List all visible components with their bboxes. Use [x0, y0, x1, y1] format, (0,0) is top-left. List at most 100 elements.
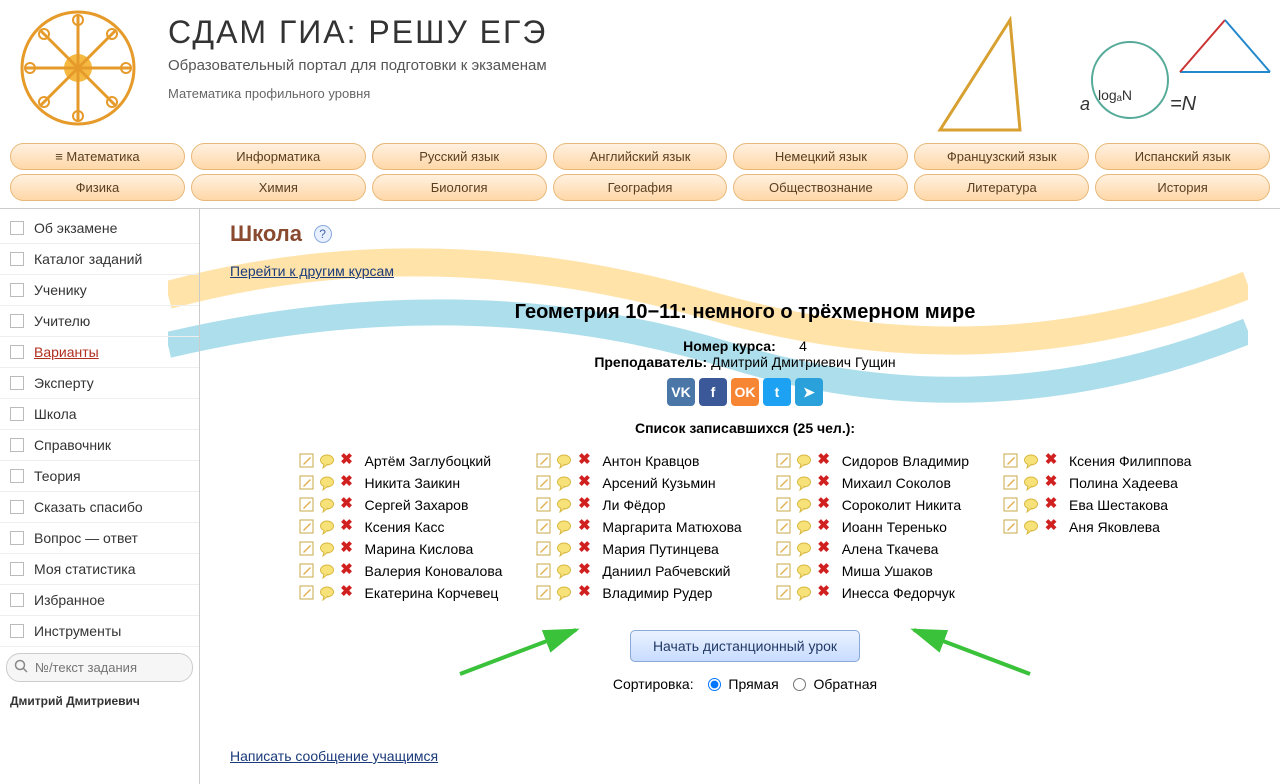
social-t[interactable]: t [763, 378, 791, 406]
delete-icon[interactable]: ✖ [576, 585, 592, 601]
chat-icon[interactable] [796, 475, 812, 491]
chat-icon[interactable] [796, 563, 812, 579]
sidebar-item-6[interactable]: Школа [0, 399, 199, 430]
sidebar-item-2[interactable]: Ученику [0, 275, 199, 306]
edit-icon[interactable] [776, 585, 792, 601]
delete-icon[interactable]: ✖ [816, 585, 832, 601]
delete-icon[interactable]: ✖ [816, 563, 832, 579]
edit-icon[interactable] [536, 519, 552, 535]
delete-icon[interactable]: ✖ [576, 475, 592, 491]
chat-icon[interactable] [796, 541, 812, 557]
delete-icon[interactable]: ✖ [576, 453, 592, 469]
chat-icon[interactable] [319, 563, 335, 579]
chat-icon[interactable] [556, 519, 572, 535]
chat-icon[interactable] [1023, 453, 1039, 469]
chat-icon[interactable] [1023, 475, 1039, 491]
other-courses-link[interactable]: Перейти к другим курсам [230, 263, 394, 279]
delete-icon[interactable]: ✖ [1043, 453, 1059, 469]
edit-icon[interactable] [536, 541, 552, 557]
chat-icon[interactable] [556, 497, 572, 513]
sort-direct-radio[interactable] [708, 678, 721, 691]
chat-icon[interactable] [1023, 497, 1039, 513]
delete-icon[interactable]: ✖ [576, 563, 592, 579]
sidebar-item-0[interactable]: Об экзамене [0, 213, 199, 244]
delete-icon[interactable]: ✖ [339, 453, 355, 469]
chat-icon[interactable] [319, 585, 335, 601]
edit-icon[interactable] [776, 541, 792, 557]
nav-английскийязык[interactable]: Английский язык [553, 143, 728, 170]
chat-icon[interactable] [556, 475, 572, 491]
delete-icon[interactable]: ✖ [1043, 519, 1059, 535]
chat-icon[interactable] [1023, 519, 1039, 535]
edit-icon[interactable] [1003, 453, 1019, 469]
nav-история[interactable]: История [1095, 174, 1270, 201]
sidebar-item-12[interactable]: Избранное [0, 585, 199, 616]
chat-icon[interactable] [796, 585, 812, 601]
delete-icon[interactable]: ✖ [576, 541, 592, 557]
nav-французскийязык[interactable]: Французский язык [914, 143, 1089, 170]
nav-немецкийязык[interactable]: Немецкий язык [733, 143, 908, 170]
edit-icon[interactable] [776, 497, 792, 513]
edit-icon[interactable] [776, 453, 792, 469]
nav-физика[interactable]: Физика [10, 174, 185, 201]
chat-icon[interactable] [319, 497, 335, 513]
edit-icon[interactable] [536, 563, 552, 579]
sidebar-item-10[interactable]: Вопрос — ответ [0, 523, 199, 554]
delete-icon[interactable]: ✖ [1043, 475, 1059, 491]
nav-информатика[interactable]: Информатика [191, 143, 366, 170]
edit-icon[interactable] [776, 519, 792, 535]
sidebar-item-7[interactable]: Справочник [0, 430, 199, 461]
edit-icon[interactable] [299, 475, 315, 491]
chat-icon[interactable] [319, 519, 335, 535]
edit-icon[interactable] [299, 453, 315, 469]
nav-биология[interactable]: Биология [372, 174, 547, 201]
chat-icon[interactable] [319, 453, 335, 469]
start-lesson-button[interactable]: Начать дистанционный урок [630, 630, 860, 662]
chat-icon[interactable] [556, 585, 572, 601]
edit-icon[interactable] [299, 519, 315, 535]
chat-icon[interactable] [319, 475, 335, 491]
delete-icon[interactable]: ✖ [339, 519, 355, 535]
sidebar-item-4[interactable]: Варианты [0, 337, 199, 368]
delete-icon[interactable]: ✖ [816, 453, 832, 469]
delete-icon[interactable]: ✖ [576, 497, 592, 513]
delete-icon[interactable]: ✖ [339, 541, 355, 557]
sidebar-item-9[interactable]: Сказать спасибо [0, 492, 199, 523]
chat-icon[interactable] [796, 453, 812, 469]
delete-icon[interactable]: ✖ [339, 497, 355, 513]
nav-русскийязык[interactable]: Русский язык [372, 143, 547, 170]
edit-icon[interactable] [1003, 497, 1019, 513]
nav-химия[interactable]: Химия [191, 174, 366, 201]
sidebar-item-11[interactable]: Моя статистика [0, 554, 199, 585]
help-icon[interactable]: ? [314, 225, 332, 243]
social-➤[interactable]: ➤ [795, 378, 823, 406]
nav-обществознание[interactable]: Обществознание [733, 174, 908, 201]
sidebar-item-13[interactable]: Инструменты [0, 616, 199, 647]
edit-icon[interactable] [776, 475, 792, 491]
search-input[interactable] [6, 653, 193, 682]
social-vk[interactable]: VK [667, 378, 695, 406]
sidebar-item-8[interactable]: Теория [0, 461, 199, 492]
delete-icon[interactable]: ✖ [339, 475, 355, 491]
social-ok[interactable]: OK [731, 378, 759, 406]
edit-icon[interactable] [299, 497, 315, 513]
write-message-link[interactable]: Написать сообщение учащимся [230, 748, 438, 764]
delete-icon[interactable]: ✖ [1043, 497, 1059, 513]
edit-icon[interactable] [536, 497, 552, 513]
delete-icon[interactable]: ✖ [339, 563, 355, 579]
delete-icon[interactable]: ✖ [816, 475, 832, 491]
chat-icon[interactable] [556, 541, 572, 557]
delete-icon[interactable]: ✖ [816, 497, 832, 513]
sidebar-item-1[interactable]: Каталог заданий [0, 244, 199, 275]
sidebar-item-5[interactable]: Эксперту [0, 368, 199, 399]
edit-icon[interactable] [299, 585, 315, 601]
nav-математика[interactable]: ≡ Математика [10, 143, 185, 170]
chat-icon[interactable] [556, 453, 572, 469]
edit-icon[interactable] [776, 563, 792, 579]
edit-icon[interactable] [299, 541, 315, 557]
delete-icon[interactable]: ✖ [339, 585, 355, 601]
edit-icon[interactable] [536, 475, 552, 491]
chat-icon[interactable] [556, 563, 572, 579]
edit-icon[interactable] [536, 585, 552, 601]
sidebar-item-3[interactable]: Учителю [0, 306, 199, 337]
